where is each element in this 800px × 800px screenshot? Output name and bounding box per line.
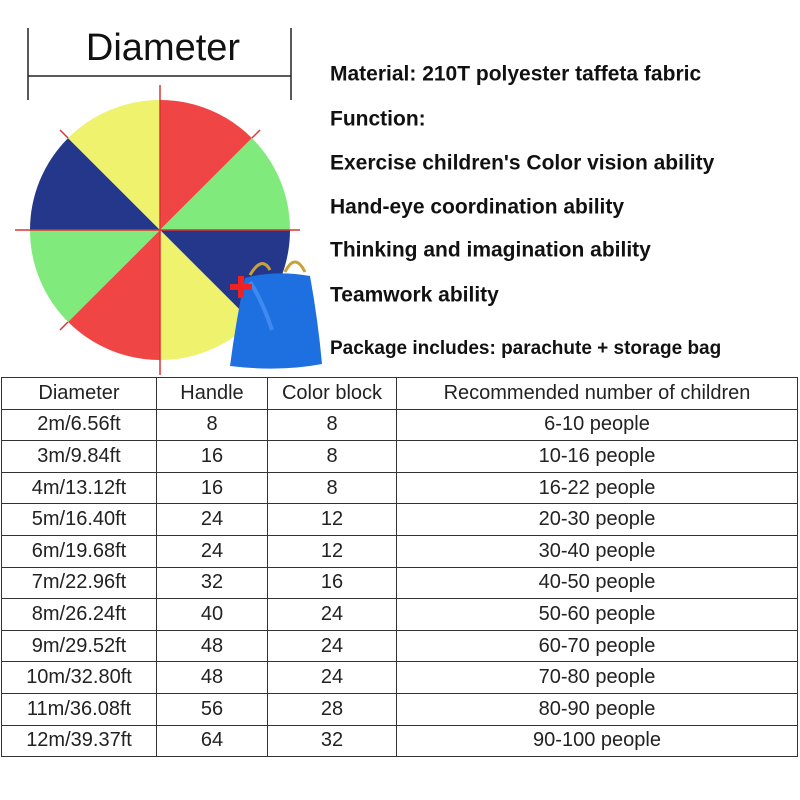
header-cell: Color block bbox=[267, 377, 397, 410]
parachute-sector bbox=[160, 230, 252, 360]
diameter-label: Diameter bbox=[86, 27, 240, 69]
table-cell: 8m/26.24ft bbox=[1, 598, 157, 631]
table-cell: 32 bbox=[156, 566, 268, 600]
table-cell: 30-40 people bbox=[396, 534, 798, 568]
feature-text: Teamwork ability bbox=[330, 284, 499, 307]
parachute-sector bbox=[29, 230, 160, 322]
table-cell: 70-80 people bbox=[396, 661, 798, 694]
table-cell: 6m/19.68ft bbox=[1, 534, 157, 568]
parachute-sector bbox=[68, 100, 160, 230]
table-row: 3m/9.84ft 16 8 10-16 people bbox=[1, 440, 798, 473]
table-row: 6m/19.68ft 24 12 30-40 people bbox=[1, 534, 798, 568]
table-cell: 24 bbox=[267, 629, 397, 663]
parachute-sector bbox=[30, 138, 160, 230]
table-cell: 28 bbox=[267, 692, 397, 726]
table-cell: 24 bbox=[267, 598, 397, 631]
table-row: 7m/22.96ft 32 16 40-50 people bbox=[1, 566, 798, 600]
parachute-sector bbox=[68, 230, 160, 360]
table-cell: 40 bbox=[156, 598, 268, 631]
parachute bbox=[29, 100, 290, 360]
table-cell: 20-30 people bbox=[396, 503, 798, 536]
table-cell: 60-70 people bbox=[396, 629, 798, 663]
table-cell: 8 bbox=[156, 408, 268, 442]
diameter-bracket bbox=[27, 28, 292, 100]
table-cell: 5m/16.40ft bbox=[1, 503, 157, 536]
table-cell: 10-16 people bbox=[396, 440, 798, 473]
package-text: Package includes: parachute + storage ba… bbox=[330, 338, 721, 359]
header-cell: Handle bbox=[156, 377, 268, 410]
table-cell: 4m/13.12ft bbox=[1, 471, 157, 505]
feature-text: Function: bbox=[330, 108, 426, 131]
parachute-sector bbox=[160, 100, 252, 230]
table-cell: 8 bbox=[267, 471, 397, 505]
table-row: 5m/16.40ft 24 12 20-30 people bbox=[1, 503, 798, 536]
table-row: 9m/29.52ft 48 24 60-70 people bbox=[1, 629, 798, 663]
table-cell: 12 bbox=[267, 534, 397, 568]
table-cell: 16 bbox=[156, 471, 268, 505]
table-row: 2m/6.56ft 8 8 6-10 people bbox=[1, 408, 798, 442]
table-cell: 56 bbox=[156, 692, 268, 726]
table-row: 11m/36.08ft 56 28 80-90 people bbox=[1, 692, 798, 726]
table-cell: 48 bbox=[156, 629, 268, 663]
table-cell: 6-10 people bbox=[396, 408, 798, 442]
table-cell: 24 bbox=[156, 534, 268, 568]
table-cell: 32 bbox=[267, 724, 397, 758]
feature-text: Exercise children's Color vision ability bbox=[330, 152, 715, 175]
feature-text: Material: 210T polyester taffeta fabric bbox=[330, 63, 701, 86]
table-cell: 7m/22.96ft bbox=[1, 566, 157, 600]
table-cell: 12 bbox=[267, 503, 397, 536]
table-cell: 16 bbox=[267, 566, 397, 600]
feature-text: Thinking and imagination ability bbox=[330, 239, 651, 262]
table-cell: 12m/39.37ft bbox=[1, 724, 157, 758]
table-cell: 40-50 people bbox=[396, 566, 798, 600]
table-cell: 8 bbox=[267, 408, 397, 442]
header-cell: Recommended number of children bbox=[396, 377, 798, 410]
illustration: Diameter Material: 210T polyester taffet… bbox=[15, 27, 721, 375]
table-cell: 11m/36.08ft bbox=[1, 692, 157, 726]
table-cell: 90-100 people bbox=[396, 724, 798, 758]
table-cell: 24 bbox=[156, 503, 268, 536]
parachute-sector bbox=[160, 138, 290, 230]
table-cell: 80-90 people bbox=[396, 692, 798, 726]
table-row: 12m/39.37ft 64 32 90-100 people bbox=[1, 724, 798, 758]
table-cell: 16 bbox=[156, 440, 268, 473]
feature-text: Hand-eye coordination ability bbox=[330, 196, 624, 219]
table-cell: 10m/32.80ft bbox=[1, 661, 157, 694]
table-row: 10m/32.80ft 48 24 70-80 people bbox=[1, 661, 798, 694]
table-cell: 9m/29.52ft bbox=[1, 629, 157, 663]
table-cell: 3m/9.84ft bbox=[1, 440, 157, 473]
table-row: 4m/13.12ft 16 8 16-22 people bbox=[1, 471, 798, 505]
table-row: 8m/26.24ft 40 24 50-60 people bbox=[1, 598, 798, 631]
table-cell: 2m/6.56ft bbox=[1, 408, 157, 442]
table-cell: 16-22 people bbox=[396, 471, 798, 505]
table-cell: 50-60 people bbox=[396, 598, 798, 631]
header-cell: Diameter bbox=[1, 377, 157, 410]
table-cell: 8 bbox=[267, 440, 397, 473]
table-cell: 24 bbox=[267, 661, 397, 694]
table-cell: 64 bbox=[156, 724, 268, 758]
storage-bag bbox=[230, 260, 322, 369]
table-cell: 48 bbox=[156, 661, 268, 694]
size-table: Diameter Handle Color block Recommended num… bbox=[1, 377, 798, 758]
